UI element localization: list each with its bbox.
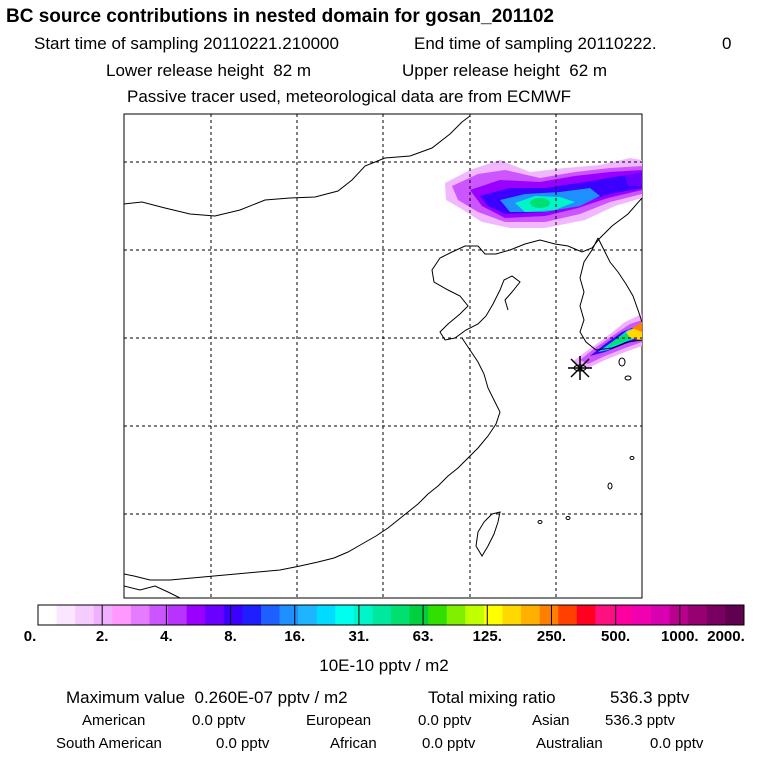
colorbar-tick-label: 63. [412,628,434,645]
colorbar-cell [465,605,485,625]
colorbar-frame [37,604,745,626]
colorbar-tick-label: 8. [224,628,237,645]
colorbar-tick-label: 125. [472,628,502,645]
colorbar-cell [651,605,671,625]
region-american-label: American [82,712,146,729]
colorbar-cell [706,605,726,625]
colorbar-tick-label: 31. [348,628,370,645]
total-mixing-ratio: Total mixing ratio [428,688,556,708]
colorbar-unit: 10E-10 pptv / m2 [319,656,449,675]
colorbar-tick-label: 1000. [661,628,699,645]
colorbar-tick-label: 16. [284,628,306,645]
total-mixing-ratio-value: 536.3 pptv [610,688,690,707]
colorbar-cell [242,605,262,625]
colorbar-cell [112,605,132,625]
colorbar-cell [279,605,299,625]
colorbar-cell [688,605,708,625]
colorbar [38,605,745,625]
end-time-value: 20110222. [577,34,657,53]
colorbar-cell [409,605,429,625]
colorbar-cell [483,605,503,625]
colorbar-tick-label: 0. [23,628,37,645]
start-time-label: Start time of sampling [34,34,199,53]
colorbar-cell [130,605,150,625]
region-african-label: African [330,735,377,752]
region-australian-value: 0.0 pptv [650,735,704,752]
region-european-value: 0.0 pptv [418,712,472,729]
colorbar-cell [595,605,615,625]
region-south-american-label: South American [56,735,162,752]
maximum-value-label: Maximum value [66,688,186,707]
end-time-label: End time of sampling [414,34,573,53]
colorbar-cell [502,605,522,625]
region-asian-value: 536.3 pptv [605,712,676,729]
colorbar-cell [149,605,169,625]
colorbar-cell [669,605,689,625]
colorbar-cell [335,605,355,625]
end-time-extra: 0 [722,34,732,53]
colorbar-cell [93,605,113,625]
upper-release-label: Upper release height [402,61,560,80]
colorbar-cell [298,605,318,625]
colorbar-cell [558,605,578,625]
lower-release-height: Lower release height 82 m [106,61,311,81]
coastlines [124,115,642,598]
colorbar-cell [75,605,95,625]
colorbar-cell [428,605,448,625]
total-mixing-ratio-label: Total mixing ratio [428,688,556,707]
colorbar-cell [576,605,596,625]
colorbar-tick-label: 2. [95,628,109,645]
colorbar-tick-label: 500. [601,628,631,645]
maximum-value: Maximum value 0.260E-07 pptv / m2 [66,688,348,708]
receptor-marker [568,356,592,380]
colorbar-tick-label: 250. [536,628,567,645]
colorbar-cell [56,605,76,625]
page-title: BC source contributions in nested domain… [6,6,554,27]
region-african-value: 0.0 pptv [422,735,476,752]
colorbar-cell [725,605,745,625]
colorbar-cell [316,605,336,625]
colorbar-cell [391,605,411,625]
colorbar-cell [260,605,281,625]
upper-release-height: Upper release height 62 m [402,61,607,81]
region-american-value: 0.0 pptv [192,712,246,729]
lower-release-value: 82 m [273,61,312,80]
tracer-note: Passive tracer used, meteorological data… [127,87,572,106]
colorbar-cell [38,605,58,625]
colorbar-cell [446,605,466,625]
maximum-value-number: 0.260E-07 pptv / m2 [194,688,348,707]
colorbar-cell [205,605,225,625]
region-european-label: European [306,712,372,729]
grid-lines [124,114,642,598]
colorbar-cell [372,605,392,625]
upper-release-value: 62 m [569,61,608,80]
colorbar-cell [223,605,243,625]
colorbar-cell [168,605,188,625]
concentration-plume-north [445,158,642,228]
colorbar-cell [353,605,373,625]
start-time-value: 20110221.210000 [203,34,339,53]
region-asian-label: Asian [532,712,570,729]
region-australian-label: Australian [536,735,603,752]
lower-release-label: Lower release height [106,61,264,80]
colorbar-cell [521,605,541,625]
end-time: End time of sampling 20110222. [414,34,657,54]
colorbar-tick-label: 2000. [707,628,745,645]
start-time: Start time of sampling 20110221.210000 [34,34,339,54]
colorbar-cell [539,605,559,625]
colorbar-cell [613,605,634,625]
region-south-american-value: 0.0 pptv [216,735,270,752]
colorbar-cell [186,605,206,625]
concentration-plume-south [572,314,642,368]
colorbar-tick-label: 4. [160,628,173,645]
colorbar-cell [632,605,652,625]
